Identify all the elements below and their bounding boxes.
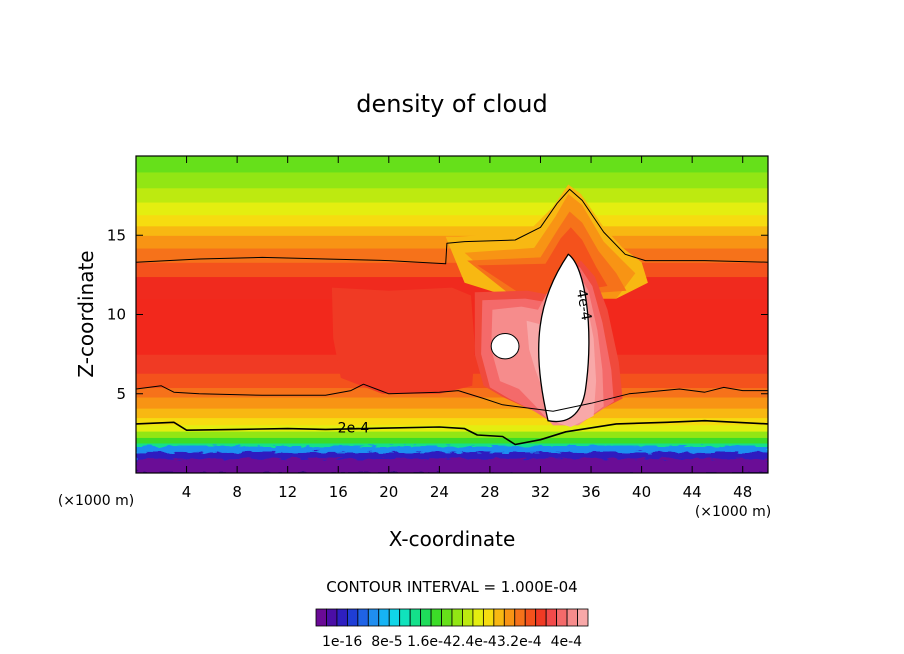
colorbar-swatch bbox=[378, 608, 390, 627]
contour-line-lower bbox=[136, 383, 768, 412]
contour-band bbox=[136, 408, 768, 419]
filled-contour-bands bbox=[136, 156, 768, 473]
x-tick-label: 4 bbox=[182, 483, 192, 501]
colorbar-swatch bbox=[451, 608, 463, 627]
contour-line-4e-4 bbox=[538, 253, 590, 423]
colorbar-swatch bbox=[430, 608, 442, 627]
x-tick-label: 48 bbox=[733, 483, 752, 501]
colorbar-swatch bbox=[577, 608, 589, 627]
contour-band bbox=[136, 396, 768, 409]
colorbar-swatch bbox=[420, 608, 432, 627]
colorbar-swatch bbox=[315, 608, 327, 627]
colorbar-swatch bbox=[462, 608, 474, 627]
max-density-core bbox=[538, 254, 589, 422]
ground-band bbox=[136, 446, 768, 473]
x-tick-label: 16 bbox=[329, 483, 348, 501]
contour-band bbox=[136, 214, 768, 227]
contour-line-2e-4 bbox=[136, 419, 768, 446]
contour-band bbox=[136, 156, 768, 173]
chart-title: density of cloud bbox=[356, 90, 547, 118]
contour-label: 4e-4 bbox=[573, 288, 594, 322]
colorbar-swatch bbox=[399, 608, 411, 627]
contour-band bbox=[136, 442, 768, 449]
colorbar-swatch bbox=[472, 608, 484, 627]
x-tick-label: 44 bbox=[683, 483, 702, 501]
colorbar-swatch bbox=[336, 608, 348, 627]
contour-band bbox=[136, 430, 768, 438]
colorbar-swatch bbox=[493, 608, 505, 627]
contour-band bbox=[136, 417, 768, 426]
colorbar-swatch bbox=[367, 608, 380, 627]
x-tick-label: 28 bbox=[480, 483, 499, 501]
x-axis-label: X-coordinate bbox=[389, 527, 516, 551]
contour-band bbox=[136, 437, 768, 444]
y-tick-label: 15 bbox=[107, 226, 126, 244]
x-tick-label: 12 bbox=[278, 483, 297, 501]
colorbar-swatch bbox=[556, 608, 568, 627]
x-axis-ticks: 4 8 12 16 20 24 28 32 36 40 44 48 bbox=[182, 156, 752, 501]
x-tick-label: 24 bbox=[430, 483, 449, 501]
x-tick-label: 36 bbox=[581, 483, 600, 501]
colorbar-tick-labels: 1e-16 8e-5 1.6e-42.4e-43.2e-4 4e-4 bbox=[322, 634, 582, 650]
colorbar-swatch bbox=[326, 608, 338, 627]
y-tick-label: 5 bbox=[116, 385, 126, 403]
colorbar-swatch bbox=[357, 608, 369, 627]
x-unit-label-left: (×1000 m) bbox=[58, 493, 134, 509]
x-unit-label-right: (×1000 m) bbox=[695, 504, 771, 520]
contour-band bbox=[136, 187, 768, 203]
contour-lines: 2e-4 4e-4 bbox=[136, 188, 768, 446]
contour-band bbox=[136, 171, 768, 189]
colorbar-swatch bbox=[566, 608, 578, 627]
contour-band bbox=[136, 225, 768, 236]
x-tick-label: 32 bbox=[531, 483, 550, 501]
colorbar-swatch bbox=[441, 608, 453, 627]
contour-band bbox=[136, 262, 768, 278]
y-axis-ticks: 5 10 15 bbox=[107, 226, 768, 403]
contour-band bbox=[136, 201, 768, 216]
colorbar-swatch bbox=[535, 608, 547, 627]
contour-line-upper bbox=[136, 188, 768, 265]
colorbar bbox=[315, 608, 589, 627]
contour-band bbox=[136, 387, 768, 398]
colorbar-swatch bbox=[482, 608, 495, 627]
contour-label: 2e-4 bbox=[338, 421, 370, 437]
x-tick-label: 40 bbox=[632, 483, 651, 501]
colorbar-swatch bbox=[514, 608, 526, 627]
secondary-core bbox=[490, 333, 520, 360]
x-tick-label: 8 bbox=[232, 483, 242, 501]
y-axis-label: Z-coordinate bbox=[74, 250, 98, 377]
y-tick-label: 10 bbox=[107, 306, 126, 324]
colorbar-swatch bbox=[388, 608, 401, 627]
colorbar-swatch bbox=[503, 608, 516, 627]
contour-plot-area: 2e-4 4e-4 bbox=[136, 156, 768, 473]
core-band bbox=[331, 287, 475, 394]
colorbar-swatch bbox=[346, 608, 359, 627]
contour-interval-text: CONTOUR INTERVAL = 1.000E-04 bbox=[326, 578, 577, 596]
colorbar-swatch bbox=[545, 608, 558, 627]
x-tick-label: 20 bbox=[379, 483, 398, 501]
colorbar-swatch bbox=[409, 608, 422, 627]
colorbar-swatch bbox=[524, 608, 537, 627]
